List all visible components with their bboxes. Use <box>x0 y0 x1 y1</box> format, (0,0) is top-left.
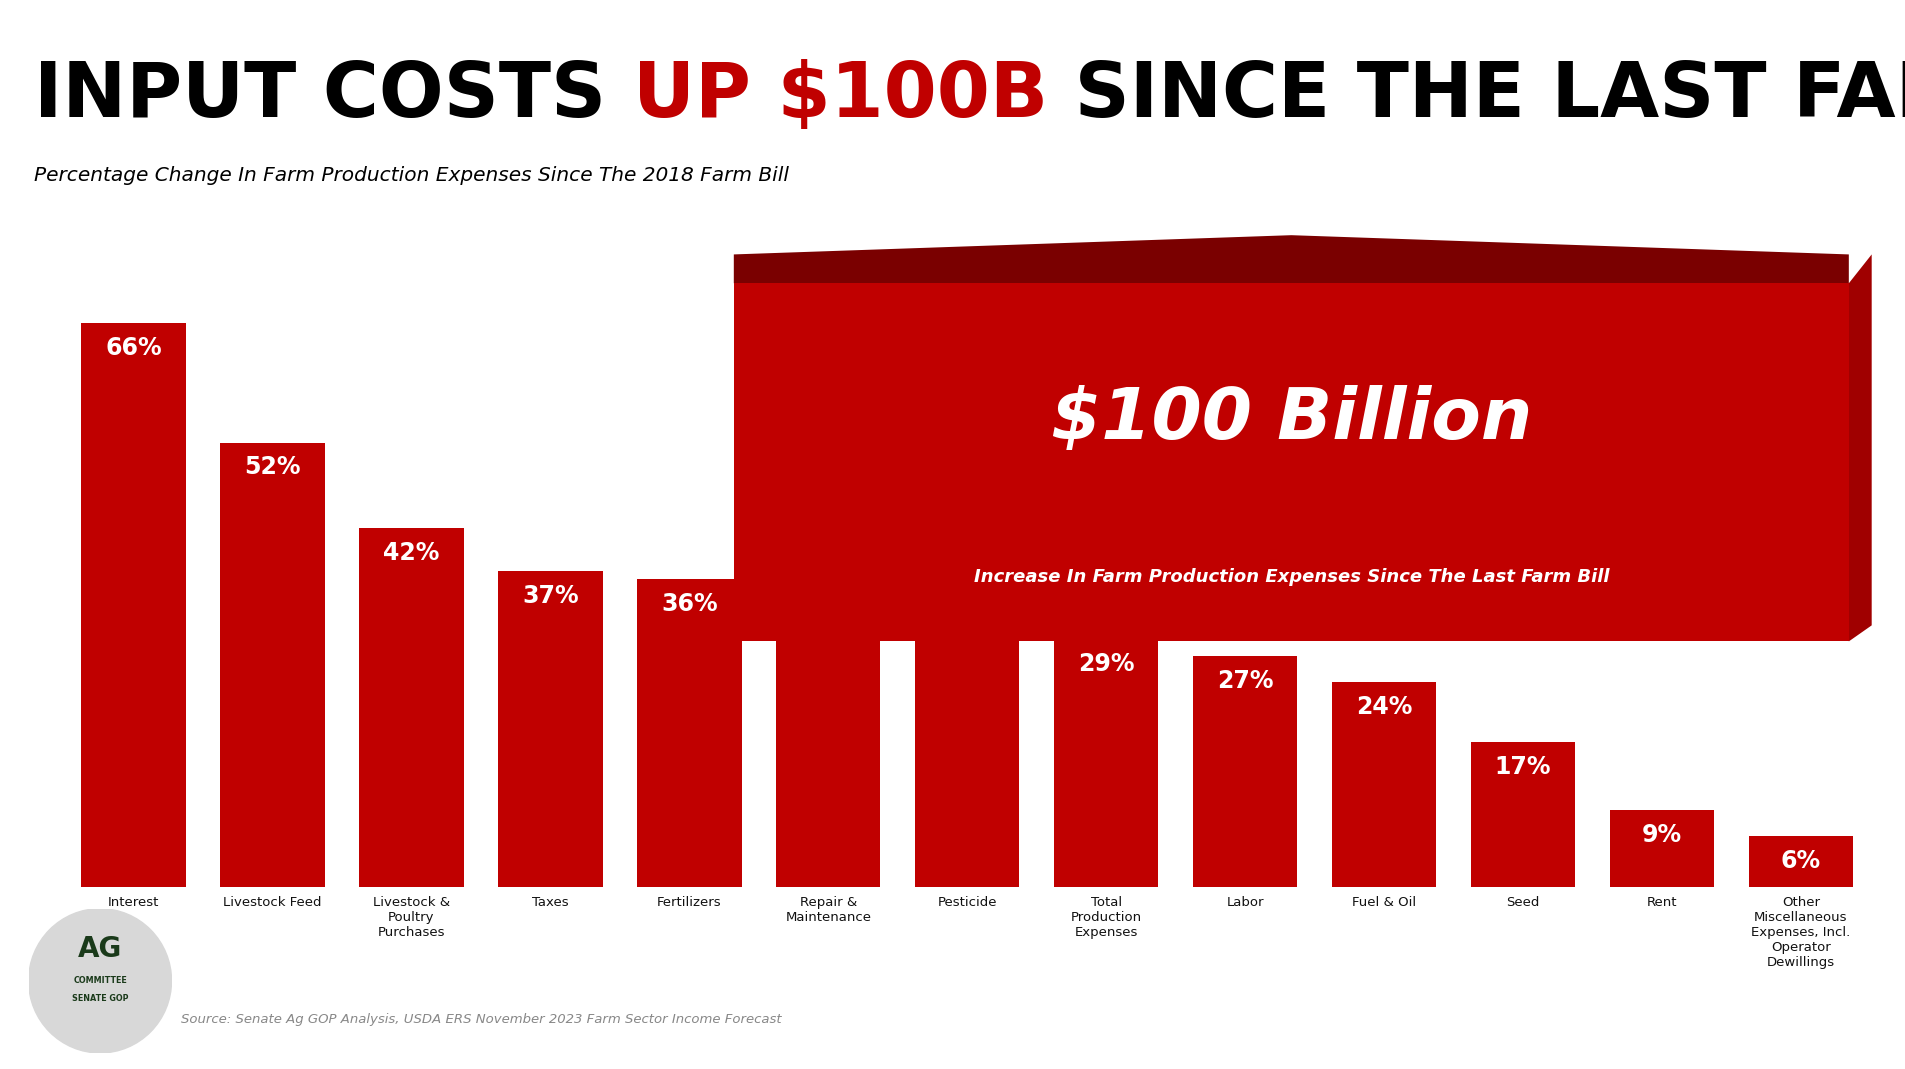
Text: 17%: 17% <box>1494 755 1551 778</box>
Text: UP $100B: UP $100B <box>632 59 1048 133</box>
Text: $100 Billion: $100 Billion <box>1050 385 1532 454</box>
Text: 66%: 66% <box>105 336 162 359</box>
Text: 36%: 36% <box>661 592 718 616</box>
Text: Increase In Farm Production Expenses Since The Last Farm Bill: Increase In Farm Production Expenses Sin… <box>973 568 1608 586</box>
Text: COMMITTEE: COMMITTEE <box>72 976 128 986</box>
Text: INPUT COSTS: INPUT COSTS <box>34 59 632 133</box>
Bar <box>775 579 880 887</box>
Text: 9%: 9% <box>1640 823 1682 847</box>
Bar <box>1332 682 1436 887</box>
Bar <box>1193 656 1297 887</box>
Bar <box>82 323 185 887</box>
Bar <box>1749 836 1852 887</box>
Text: 42%: 42% <box>383 541 440 564</box>
Text: 52%: 52% <box>244 455 301 479</box>
Bar <box>360 528 463 887</box>
Text: AG: AG <box>78 935 122 963</box>
Bar <box>914 597 1019 887</box>
Text: 24%: 24% <box>1354 695 1412 718</box>
Text: 37%: 37% <box>522 584 579 607</box>
Text: Percentage Change In Farm Production Expenses Since The 2018 Farm Bill: Percentage Change In Farm Production Exp… <box>34 166 789 185</box>
Text: 29%: 29% <box>1078 652 1133 676</box>
Text: 34%: 34% <box>939 609 994 633</box>
Text: 6%: 6% <box>1779 849 1819 872</box>
Text: 36%: 36% <box>800 592 855 616</box>
Ellipse shape <box>29 909 171 1053</box>
Text: SINCE THE LAST FARM BILL: SINCE THE LAST FARM BILL <box>1048 59 1905 133</box>
Bar <box>1610 810 1713 887</box>
Text: SENATE GOP: SENATE GOP <box>72 993 128 1003</box>
Bar <box>636 579 741 887</box>
Bar <box>221 443 324 887</box>
Text: Source: Senate Ag GOP Analysis, USDA ERS November 2023 Farm Sector Income Foreca: Source: Senate Ag GOP Analysis, USDA ERS… <box>181 1013 781 1026</box>
Bar <box>1471 742 1574 887</box>
Text: 27%: 27% <box>1215 669 1273 693</box>
Bar <box>1053 639 1158 887</box>
Bar <box>497 571 602 887</box>
